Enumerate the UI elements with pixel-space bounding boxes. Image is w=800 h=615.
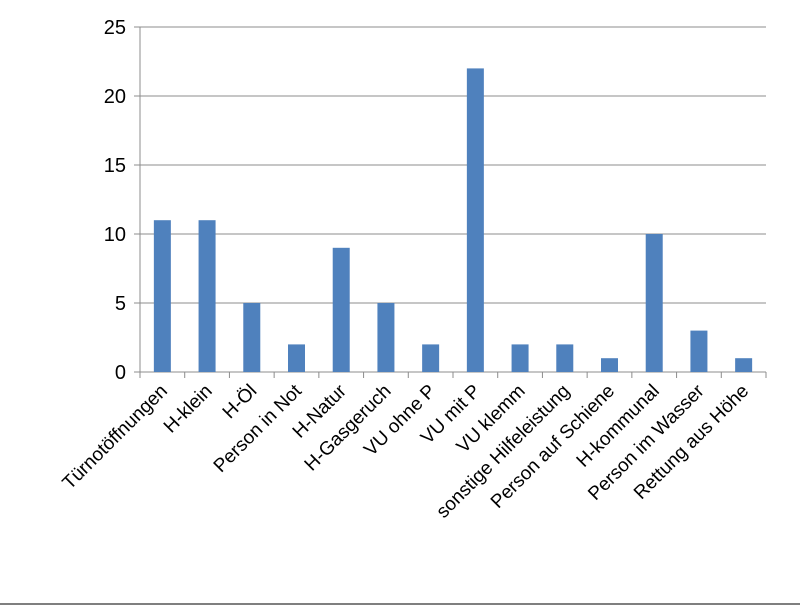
bar bbox=[645, 234, 663, 372]
y-tick-labels: 0 5 10 15 20 25 bbox=[104, 17, 126, 384]
y-tick-label: 0 bbox=[115, 362, 126, 384]
bars bbox=[153, 68, 753, 373]
y-tick-label: 25 bbox=[104, 17, 126, 39]
bar bbox=[422, 344, 440, 372]
bar bbox=[332, 247, 350, 372]
y-tick-label: 5 bbox=[115, 293, 126, 315]
bar bbox=[556, 344, 574, 372]
bar bbox=[243, 303, 261, 372]
bar bbox=[377, 303, 395, 372]
bar bbox=[511, 344, 529, 372]
bar bbox=[288, 344, 305, 372]
y-tick-label: 10 bbox=[104, 224, 126, 246]
bar bbox=[690, 330, 708, 372]
bar bbox=[153, 220, 171, 372]
bar bbox=[735, 358, 753, 372]
y-tick-label: 20 bbox=[104, 86, 126, 108]
bar bbox=[601, 358, 618, 372]
bar bbox=[198, 220, 216, 372]
bar bbox=[466, 68, 484, 373]
y-tick-label: 15 bbox=[104, 155, 126, 177]
